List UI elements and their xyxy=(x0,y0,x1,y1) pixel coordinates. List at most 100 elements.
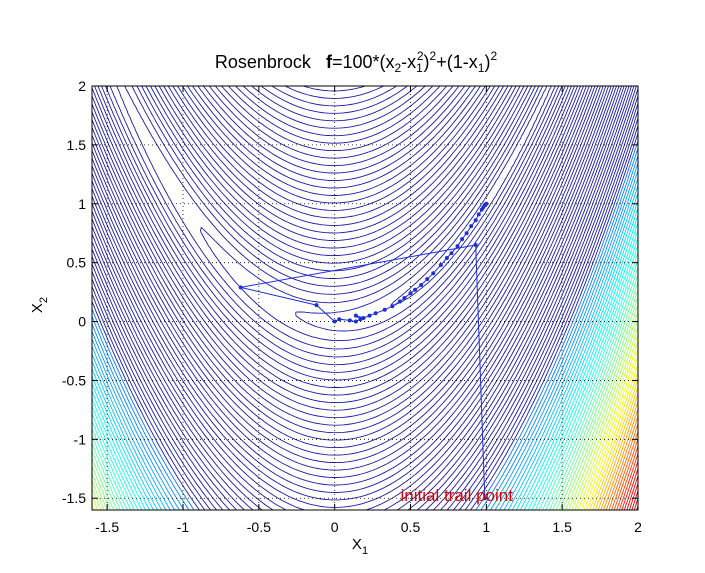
y-tick-label: 0 xyxy=(78,314,86,330)
contour-line xyxy=(92,334,638,510)
path-point xyxy=(408,291,413,296)
path-point xyxy=(353,319,358,324)
path-point xyxy=(353,313,358,318)
contour-line xyxy=(92,177,638,510)
y-tick-labels: -1.5 -1 -0.5 0 0.5 1 1.5 2 xyxy=(62,78,86,506)
contour-line xyxy=(92,267,638,510)
contour-lines xyxy=(92,86,638,510)
contour-line xyxy=(621,460,638,510)
contour-line xyxy=(92,86,584,404)
x-tick-label: -1.5 xyxy=(95,519,119,535)
y-tick-label: -0.5 xyxy=(62,372,86,388)
contour-line xyxy=(92,86,601,449)
contour-line xyxy=(92,86,625,510)
contour-line xyxy=(92,148,638,510)
x-tick-label: 1 xyxy=(482,519,490,535)
path-point xyxy=(347,318,352,323)
contour-line xyxy=(597,393,638,510)
contour-line xyxy=(92,86,596,434)
contour-line xyxy=(583,356,638,510)
contour-line xyxy=(628,483,638,510)
contour-line xyxy=(92,133,638,510)
x-tick-label: 2 xyxy=(634,519,642,535)
contour-line xyxy=(92,326,638,510)
path-point xyxy=(444,255,449,260)
axis-ticks xyxy=(92,85,639,510)
path-point xyxy=(358,317,363,322)
contour-line xyxy=(92,86,615,486)
chart-title: Rosenbrock f=100*(x2-x12)2+(1-x1)2 xyxy=(215,49,498,75)
contour-line xyxy=(589,371,638,510)
y-tick-label: 1.5 xyxy=(67,137,87,153)
contour-line xyxy=(92,118,638,510)
title-close-paren-2: ) xyxy=(484,52,490,72)
contour-line xyxy=(92,86,635,510)
contour-line xyxy=(92,162,638,510)
contour-line xyxy=(608,423,638,510)
path-point xyxy=(431,271,436,276)
contour-line xyxy=(94,86,579,388)
path-point xyxy=(469,224,474,229)
contour-line xyxy=(92,103,638,510)
contour-line xyxy=(92,86,599,441)
contour-line xyxy=(92,86,582,396)
path-point xyxy=(402,296,407,300)
path-point xyxy=(482,496,487,501)
y-tick-label: -1.5 xyxy=(62,490,86,506)
path-point xyxy=(473,243,478,247)
x-tick-label: 0.5 xyxy=(401,519,421,535)
optimization-path xyxy=(238,201,489,501)
contour-line xyxy=(618,453,638,510)
contour-line xyxy=(92,215,638,510)
path-point xyxy=(314,303,319,308)
contour-line xyxy=(623,468,638,510)
x-axis-label-sub: 1 xyxy=(362,545,368,557)
contour-line xyxy=(92,140,638,510)
contour-line xyxy=(92,244,638,510)
contour-line xyxy=(92,86,637,510)
y-tick-label: 0.5 xyxy=(67,255,87,271)
contour-line xyxy=(92,86,612,478)
path-point xyxy=(238,285,243,290)
y-axis-label-base: X xyxy=(29,303,46,313)
contour-line xyxy=(92,86,622,508)
contour-line xyxy=(92,304,638,510)
title-prefix: Rosenbrock xyxy=(215,52,312,72)
contour-line xyxy=(92,95,638,510)
path-point xyxy=(476,212,481,217)
path-point xyxy=(460,237,465,242)
y-tick-label: -1 xyxy=(74,431,87,447)
path-point xyxy=(484,201,489,206)
title-plus-term: +(1-x xyxy=(436,52,478,72)
x-tick-label: 0 xyxy=(331,519,339,535)
path-point xyxy=(449,251,454,256)
contour-line xyxy=(92,222,638,510)
title-sub-2: 2 xyxy=(394,61,401,75)
contour-line xyxy=(97,86,575,381)
title-sub-1b: 1 xyxy=(478,61,485,75)
x-tick-label: -1 xyxy=(177,519,190,535)
title-sup-2a: 2 xyxy=(417,49,424,63)
y-tick-label: 1 xyxy=(78,196,86,212)
path-point xyxy=(390,304,395,309)
contour-line xyxy=(92,282,638,510)
contour-line xyxy=(92,86,610,471)
contour-line xyxy=(616,445,638,510)
contour-line xyxy=(92,86,620,501)
x-axis-label: X1 xyxy=(352,536,368,557)
contour-line xyxy=(200,86,560,342)
x-tick-label: -0.5 xyxy=(247,519,271,535)
contour-line xyxy=(92,311,638,510)
path-point xyxy=(397,299,402,304)
path-point xyxy=(464,231,469,236)
path-point xyxy=(438,263,443,268)
x-axis-label-base: X xyxy=(352,536,362,553)
contour-line xyxy=(92,252,638,510)
contour-line xyxy=(611,431,638,510)
y-tick-label: 2 xyxy=(78,78,86,94)
contour-line xyxy=(92,86,628,510)
contour-line xyxy=(92,170,638,510)
path-point xyxy=(337,317,342,322)
contour-line xyxy=(92,192,638,510)
